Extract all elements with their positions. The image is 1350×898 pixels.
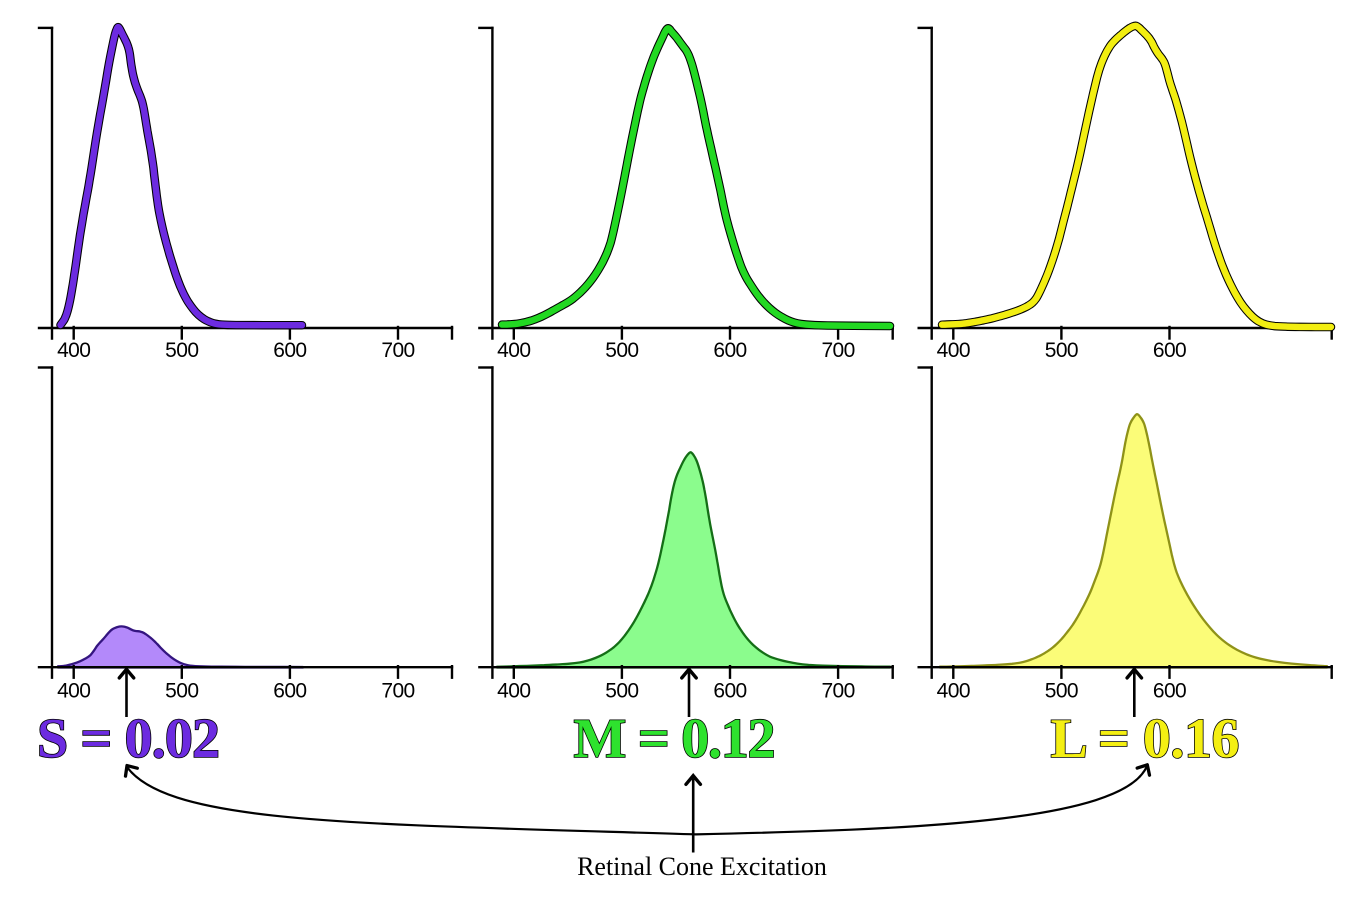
svg-text:400: 400 — [497, 680, 530, 703]
svg-text:500: 500 — [1045, 339, 1078, 362]
svg-text:400: 400 — [937, 680, 970, 703]
svg-text:400: 400 — [937, 339, 970, 362]
svg-text:700: 700 — [821, 339, 854, 362]
svg-text:500: 500 — [165, 680, 198, 703]
svg-text:500: 500 — [605, 680, 638, 703]
svg-text:S = 0.02: S = 0.02 — [37, 708, 220, 770]
svg-text:700: 700 — [821, 680, 854, 703]
svg-text:600: 600 — [273, 339, 306, 362]
svg-text:700: 700 — [381, 680, 414, 703]
svg-text:Retinal Cone Excitation: Retinal Cone Excitation — [577, 852, 827, 881]
svg-text:600: 600 — [713, 680, 746, 703]
svg-text:600: 600 — [713, 339, 746, 362]
svg-text:M = 0.12: M = 0.12 — [574, 708, 776, 770]
svg-text:L = 0.16: L = 0.16 — [1051, 708, 1240, 770]
svg-text:400: 400 — [497, 339, 530, 362]
svg-text:500: 500 — [605, 339, 638, 362]
svg-text:500: 500 — [1045, 680, 1078, 703]
svg-text:400: 400 — [57, 680, 90, 703]
svg-text:400: 400 — [57, 339, 90, 362]
svg-text:700: 700 — [381, 339, 414, 362]
svg-text:600: 600 — [273, 680, 306, 703]
svg-text:500: 500 — [165, 339, 198, 362]
svg-text:600: 600 — [1153, 339, 1186, 362]
svg-text:600: 600 — [1153, 680, 1186, 703]
